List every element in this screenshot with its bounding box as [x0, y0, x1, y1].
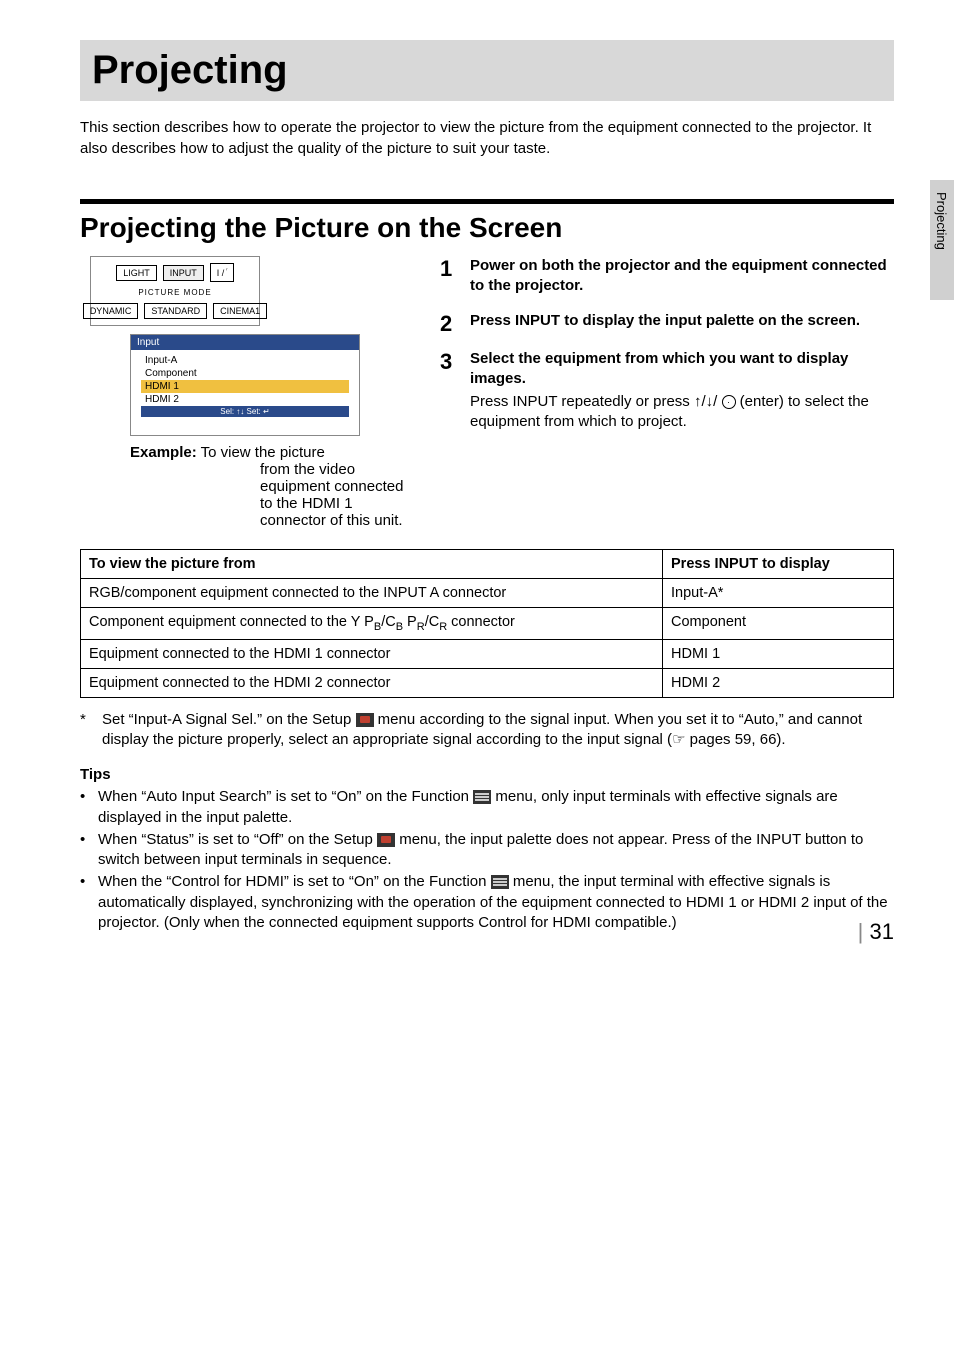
left-column: LIGHT INPUT I / ⷢ PICTURE MODE DYNAMIC S…: [80, 256, 410, 529]
cell-source-input-a: RGB/component equipment connected to the…: [81, 579, 663, 608]
step-3-heading: Select the equipment from which you want…: [470, 349, 894, 388]
comp-sub-r1: R: [417, 621, 425, 633]
table-row: Equipment connected to the HDMI 2 connec…: [81, 668, 894, 697]
comp-sub-r2: R: [439, 621, 447, 633]
function-menu-icon: [473, 790, 491, 804]
side-tab-label: Projecting: [930, 180, 953, 262]
tip-3: • When the “Control for HDMI” is set to …: [80, 872, 894, 933]
comp-text-e: connector: [447, 614, 515, 630]
down-arrow-icon: ↓: [706, 393, 714, 410]
cell-display-component: Component: [663, 608, 894, 640]
step-3-text: Press INPUT repeatedly or press ↑/↓/ · (…: [470, 392, 894, 433]
step-1-heading: Power on both the projector and the equi…: [470, 256, 894, 295]
intro-paragraph: This section describes how to operate th…: [80, 117, 894, 159]
right-column: 1 Power on both the projector and the eq…: [440, 256, 894, 529]
osd-palette-illustration: Input Input-A Component HDMI 1 HDMI 2 Se…: [130, 334, 360, 436]
tips-heading: Tips: [80, 766, 894, 783]
osd-item-hdmi1-selected: HDMI 1: [141, 380, 349, 393]
page-number-value: 31: [870, 919, 894, 944]
example-label-bold: Example:: [130, 444, 197, 461]
cell-source-component: Component equipment connected to the Y P…: [81, 608, 663, 640]
footnote-text-c: pages 59, 66).: [686, 731, 786, 748]
table-row: Equipment connected to the HDMI 1 connec…: [81, 639, 894, 668]
tip-2-text-a: When “Status” is set to “Off” on the Set…: [98, 831, 377, 848]
step-3: 3 Select the equipment from which you wa…: [440, 349, 894, 433]
remote-illustration: LIGHT INPUT I / ⷢ PICTURE MODE DYNAMIC S…: [90, 256, 260, 326]
cell-display-hdmi2: HDMI 2: [663, 668, 894, 697]
enter-icon: ·: [722, 395, 736, 409]
comp-text-a: Component equipment connected to the Y P: [89, 614, 374, 630]
osd-item-hdmi2: HDMI 2: [141, 393, 349, 406]
input-table: To view the picture from Press INPUT to …: [80, 549, 894, 698]
remote-power-button: I / ⷢ: [210, 263, 234, 282]
page-title: Projecting: [92, 48, 882, 93]
step-3-number: 3: [440, 349, 458, 433]
tip-1-text-a: When “Auto Input Search” is set to “On” …: [98, 788, 473, 805]
example-caption: Example: To view the picture from the vi…: [130, 444, 410, 529]
bullet-icon: •: [80, 787, 90, 828]
step-2-heading: Press INPUT to display the input palette…: [470, 311, 894, 331]
osd-footer: Sel: ↑↓ Set: ↵: [141, 406, 349, 417]
page-number: | 31: [858, 919, 894, 945]
step-3-text-a: Press INPUT repeatedly or press: [470, 393, 694, 410]
footnote-star: *: [80, 710, 92, 751]
setup-menu-icon: [377, 833, 395, 847]
up-arrow-icon: ↑: [694, 393, 702, 410]
bullet-icon: •: [80, 830, 90, 871]
mode-cinema1-button: CINEMA1: [213, 303, 267, 319]
side-tab: Projecting: [930, 180, 954, 300]
section-divider: [80, 199, 894, 204]
hand-pointer-icon: ☞: [672, 731, 685, 748]
tips-list: • When “Auto Input Search” is set to “On…: [80, 787, 894, 933]
remote-light-button: LIGHT: [116, 265, 157, 281]
setup-menu-icon: [356, 713, 374, 727]
tip-2: • When “Status” is set to “Off” on the S…: [80, 830, 894, 871]
comp-text-b: /C: [381, 614, 396, 630]
cell-source-hdmi1: Equipment connected to the HDMI 1 connec…: [81, 639, 663, 668]
footnote-text-a: Set “Input-A Signal Sel.” on the Setup: [102, 711, 356, 728]
two-column-layout: LIGHT INPUT I / ⷢ PICTURE MODE DYNAMIC S…: [80, 256, 894, 529]
step-1: 1 Power on both the projector and the eq…: [440, 256, 894, 299]
remote-input-button: INPUT: [163, 265, 204, 281]
bullet-icon: •: [80, 872, 90, 933]
cell-display-hdmi1: HDMI 1: [663, 639, 894, 668]
cell-source-hdmi2: Equipment connected to the HDMI 2 connec…: [81, 668, 663, 697]
footnote-text: Set “Input-A Signal Sel.” on the Setup m…: [102, 710, 894, 751]
page-number-bar-icon: |: [858, 919, 864, 944]
cell-display-input-a: Input-A*: [663, 579, 894, 608]
osd-title: Input: [131, 335, 359, 350]
function-menu-icon: [491, 875, 509, 889]
title-band: Projecting: [80, 40, 894, 101]
step-1-number: 1: [440, 256, 458, 299]
osd-item-component: Component: [141, 367, 349, 380]
comp-sub-b2: B: [396, 621, 403, 633]
tip-3-text-a: When the “Control for HDMI” is set to “O…: [98, 873, 491, 890]
step-2: 2 Press INPUT to display the input palet…: [440, 311, 894, 337]
mode-dynamic-button: DYNAMIC: [83, 303, 139, 319]
example-text-rest: from the video equipment connected to th…: [260, 461, 410, 529]
picture-mode-label: PICTURE MODE: [138, 288, 211, 297]
section-heading: Projecting the Picture on the Screen: [80, 212, 894, 244]
step-2-number: 2: [440, 311, 458, 337]
footnote: * Set “Input-A Signal Sel.” on the Setup…: [80, 710, 894, 751]
table-header-source: To view the picture from: [81, 550, 663, 579]
table-header-display: Press INPUT to display: [663, 550, 894, 579]
table-row: Component equipment connected to the Y P…: [81, 608, 894, 640]
mode-standard-button: STANDARD: [144, 303, 207, 319]
comp-text-d: /C: [425, 614, 440, 630]
osd-item-input-a: Input-A: [141, 354, 349, 367]
example-text-first: To view the picture: [201, 444, 325, 461]
tip-1: • When “Auto Input Search” is set to “On…: [80, 787, 894, 828]
comp-text-c: P: [403, 614, 417, 630]
table-row: RGB/component equipment connected to the…: [81, 579, 894, 608]
